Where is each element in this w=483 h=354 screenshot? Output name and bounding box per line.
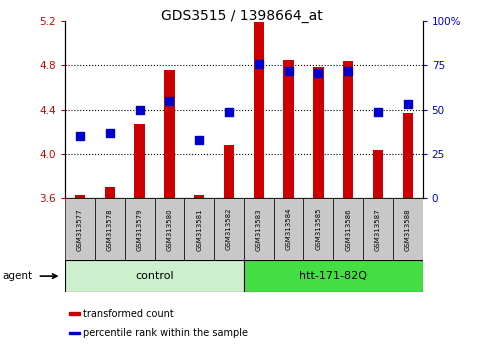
Bar (75, 195, 85, 198)
Bar (105, 187, 115, 198)
Text: control: control (135, 271, 174, 281)
Bar (333, 198, 363, 260)
Bar (224, 145, 234, 198)
Point (106, 130, 114, 136)
Bar (373, 149, 383, 198)
Bar (313, 67, 324, 198)
Text: GSM313578: GSM313578 (107, 208, 113, 251)
Text: GSM313586: GSM313586 (345, 208, 351, 251)
Bar (244, 198, 274, 260)
Bar (69, 332, 80, 335)
Bar (343, 61, 354, 198)
Bar (303, 198, 333, 260)
Point (255, 61, 263, 67)
Bar (65, 198, 95, 260)
Bar (125, 198, 155, 260)
Point (225, 109, 233, 114)
Bar (274, 198, 303, 260)
Text: GSM313581: GSM313581 (196, 208, 202, 251)
Text: GSM313584: GSM313584 (285, 208, 292, 251)
Text: GSM313588: GSM313588 (405, 208, 411, 251)
Bar (393, 198, 423, 260)
Bar (95, 198, 125, 260)
Text: GSM313587: GSM313587 (375, 208, 381, 251)
Point (314, 70, 322, 75)
Text: GSM313585: GSM313585 (315, 208, 321, 251)
Bar (65, 260, 244, 292)
Text: GDS3515 / 1398664_at: GDS3515 / 1398664_at (161, 9, 322, 23)
Bar (254, 22, 264, 198)
Point (76, 133, 84, 139)
Point (196, 137, 203, 143)
Point (374, 109, 382, 114)
Bar (363, 198, 393, 260)
Text: GSM313582: GSM313582 (226, 208, 232, 251)
Bar (214, 198, 244, 260)
Text: htt-171-82Q: htt-171-82Q (299, 271, 367, 281)
Point (166, 98, 173, 104)
Text: GSM313579: GSM313579 (137, 208, 142, 251)
Point (285, 68, 293, 74)
Text: agent: agent (2, 271, 32, 281)
Bar (69, 313, 80, 315)
Point (136, 107, 143, 113)
Text: GSM313580: GSM313580 (167, 208, 172, 251)
Bar (155, 198, 185, 260)
Bar (194, 195, 204, 198)
Text: GSM313577: GSM313577 (77, 208, 83, 251)
Bar (185, 198, 214, 260)
Text: transformed count: transformed count (83, 309, 174, 319)
Text: GSM313583: GSM313583 (256, 208, 262, 251)
Bar (402, 113, 413, 198)
Text: percentile rank within the sample: percentile rank within the sample (83, 328, 248, 338)
Point (344, 68, 352, 74)
Point (404, 102, 412, 107)
Bar (244, 260, 423, 292)
Bar (134, 124, 145, 198)
Bar (164, 70, 175, 198)
Bar (284, 60, 294, 198)
